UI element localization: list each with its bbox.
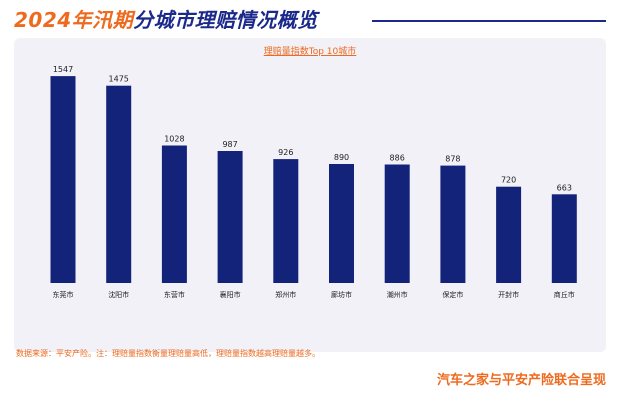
category-label-7: 潮州市 xyxy=(387,290,408,299)
category-label-1: 东莞市 xyxy=(53,290,74,299)
category-label-8: 保定市 xyxy=(442,290,463,299)
bar-8 xyxy=(440,165,466,283)
bar-6 xyxy=(329,164,354,283)
data-label-2: 1475 xyxy=(109,75,129,84)
category-label-3: 东营市 xyxy=(164,290,185,299)
category-label-5: 郑州市 xyxy=(275,290,296,299)
category-label-6: 廊坊市 xyxy=(331,290,352,299)
data-label-7: 886 xyxy=(390,154,405,163)
data-label-9: 720 xyxy=(501,176,516,185)
footnote: 数据来源：平安产险。注：理赔量指数衡量理赔量高低，理赔量指数越高理赔量越多。 xyxy=(16,349,320,358)
chart-title: 理赔量指数Top 10城市 xyxy=(263,47,357,57)
data-label-6: 890 xyxy=(334,153,349,162)
category-label-10: 商丘市 xyxy=(554,290,575,299)
brand-credit: 汽车之家与平安产险联合呈现 xyxy=(436,373,606,388)
page-title: 2024年汛期分城市理赔情况概览 xyxy=(14,6,318,34)
bar-3 xyxy=(161,145,187,283)
bar-1 xyxy=(50,76,76,283)
bar-7 xyxy=(384,164,410,283)
category-label-2: 沈阳市 xyxy=(108,290,129,299)
data-label-3: 1028 xyxy=(164,135,184,144)
category-label-4: 襄阳市 xyxy=(220,290,241,299)
data-label-1: 1547 xyxy=(53,65,73,74)
data-label-8: 878 xyxy=(445,155,460,164)
title-divider xyxy=(372,20,606,22)
bar-2 xyxy=(106,85,132,283)
page-title-year: 2024年汛期 xyxy=(14,8,134,32)
bar-9 xyxy=(496,186,522,283)
page-title-subject: 分城市理赔情况概览 xyxy=(133,8,318,32)
data-label-4: 987 xyxy=(222,140,237,149)
data-label-10: 663 xyxy=(557,183,572,192)
bar-5 xyxy=(273,159,299,283)
data-label-5: 926 xyxy=(278,148,293,157)
bar-4 xyxy=(217,151,243,283)
bar-10 xyxy=(551,194,577,283)
category-label-9: 开封市 xyxy=(498,290,519,299)
